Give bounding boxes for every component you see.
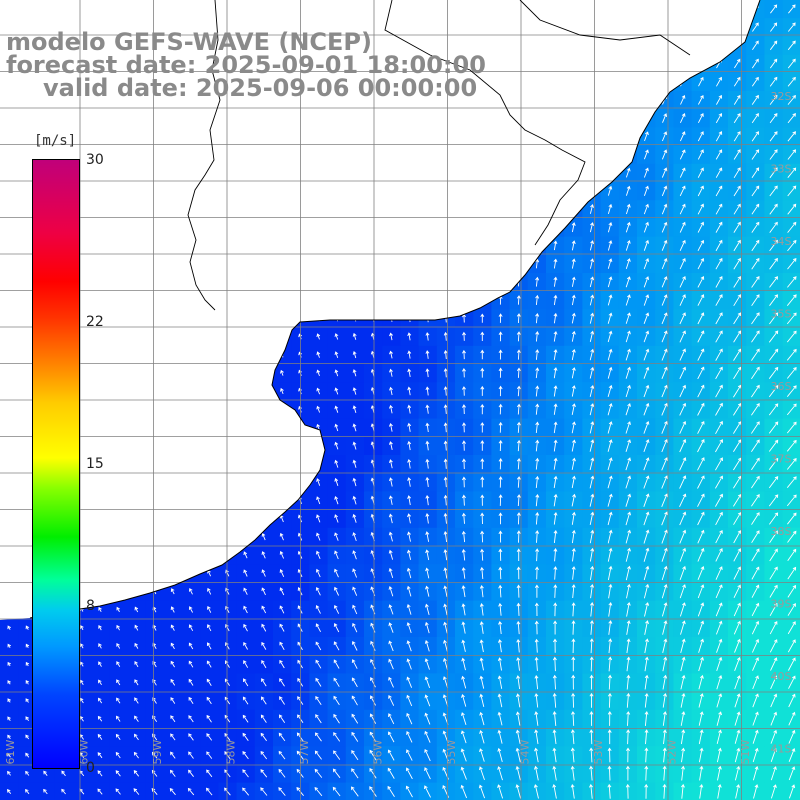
lat-label: 33S (771, 163, 792, 176)
lon-label: 51W (739, 739, 752, 764)
grid-labels: 32S 33S 34S 35S 36S 37S 38S 39S 40S 41S 61W 60W 59W 5… (4, 90, 792, 764)
colorbar-tick-label: 30 (86, 152, 104, 168)
forecast-date: forecast date: 2025-09-01 18:00:00 (6, 51, 486, 79)
lat-label: 41S (771, 743, 792, 756)
lat-label: 39S (771, 598, 792, 611)
lat-label: 38S (771, 525, 792, 538)
lon-label: 56W (372, 739, 385, 764)
lon-label: 53W (592, 739, 605, 764)
lon-label: 60W (78, 739, 91, 764)
lat-label: 35S (771, 308, 792, 321)
colorbar-tick-label: 8 (86, 597, 95, 614)
lon-label: 61W (4, 739, 17, 764)
lon-label: 57W (298, 739, 311, 764)
lon-label: 55W (445, 739, 458, 764)
lat-label: 32S (771, 90, 792, 103)
lon-label: 52W (666, 739, 679, 764)
lat-label: 34S (771, 235, 792, 248)
colorbar-tick-label: 22 (86, 314, 104, 331)
colorbar-unit-label: [m/s] (34, 133, 77, 149)
lon-label: 59W (151, 739, 164, 764)
lon-label: 54W (519, 739, 532, 764)
lon-label: 58W (225, 739, 238, 764)
lat-label: 37S (771, 453, 792, 466)
colorbar-tick-label: 15 (86, 456, 104, 472)
model-title: modelo GEFS-WAVE (NCEP) (6, 28, 372, 56)
colorbar-tick-label: 0 (86, 760, 95, 776)
lat-label: 36S (771, 380, 792, 393)
land-mask (0, 0, 760, 620)
valid-date: valid date: 2025-09-06 00:00:00 (43, 74, 478, 102)
lat-label: 40S (771, 670, 792, 683)
coastline (29, 0, 761, 619)
colorbar (32, 159, 80, 769)
